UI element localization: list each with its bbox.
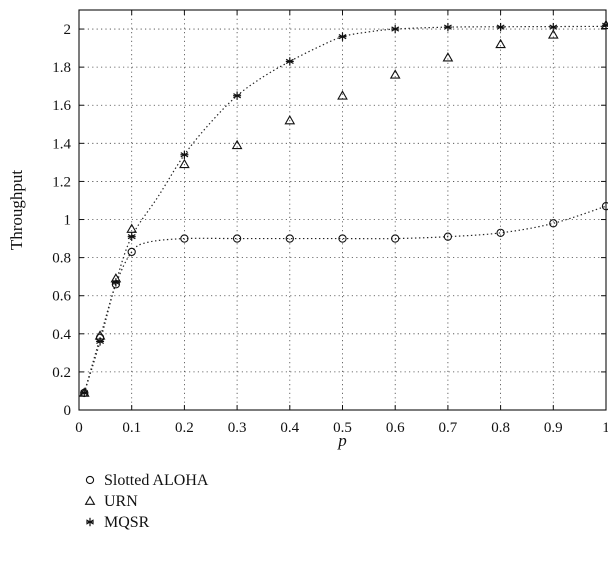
- mqsr-point: [549, 22, 558, 32]
- slotted-aloha-point: [496, 228, 505, 238]
- mqsr-point: [80, 388, 89, 398]
- urn-point: [442, 52, 454, 62]
- mqsr-fit-curve: [83, 25, 607, 394]
- x-tick-label: 0.4: [280, 420, 299, 436]
- legend-label-slotted-aloha: Slotted ALOHA: [104, 472, 209, 489]
- y-tick-label: 0: [64, 403, 72, 419]
- plot-frame: [78, 9, 607, 411]
- slotted-aloha-point: [127, 247, 136, 257]
- urn-point: [126, 223, 138, 233]
- slotted-aloha-point: [180, 234, 189, 243]
- slotted-aloha-legend-symbol: [85, 475, 95, 485]
- fit-curves: [83, 25, 607, 394]
- x-tick-label: 0: [75, 420, 83, 436]
- urn-legend-symbol: [84, 495, 96, 505]
- urn-point: [495, 38, 506, 49]
- x-tick-label: 0.8: [491, 420, 510, 436]
- slotted-aloha-point: [443, 232, 453, 241]
- legend-label-mqsr: MQSR: [104, 514, 150, 531]
- slotted-aloha-point: [549, 219, 558, 228]
- urn-point: [231, 139, 243, 150]
- x-tick-label: 0.3: [228, 420, 247, 436]
- y-tick-label: 1.4: [52, 136, 71, 152]
- mqsr-point: [96, 337, 105, 346]
- x-tick-label: 0.7: [439, 420, 458, 436]
- mqsr-point: [391, 24, 400, 34]
- x-tick-label: 0.1: [122, 420, 141, 436]
- y-tick-label: 0.8: [52, 251, 71, 267]
- x-axis-label: p: [337, 431, 347, 450]
- x-tick-label: 0.2: [175, 420, 194, 436]
- mqsr-point: [111, 278, 120, 287]
- urn-point: [547, 29, 559, 39]
- y-tick-label: 0.2: [52, 365, 71, 381]
- x-tick-label: 0.5: [333, 420, 352, 436]
- legend-label-urn: URN: [104, 493, 138, 510]
- mqsr-point: [233, 91, 242, 100]
- urn-point: [284, 114, 296, 125]
- y-tick-label: 1.6: [52, 98, 71, 114]
- mqsr-point: [180, 150, 189, 159]
- mqsr-legend-symbol: [86, 517, 94, 527]
- y-tick-label: 0.6: [52, 289, 71, 305]
- slotted-aloha-fit-curve: [83, 205, 607, 394]
- x-tick-label: 1: [602, 420, 608, 436]
- y-tick-label: 1.2: [52, 174, 71, 190]
- x-tick-label: 0.9: [544, 420, 563, 436]
- x-tick-label: 0.6: [386, 420, 405, 436]
- slotted-aloha-point: [232, 234, 242, 243]
- slotted-aloha-point: [285, 234, 294, 243]
- slotted-aloha-point: [338, 234, 347, 243]
- y-tick-label: 1.8: [52, 60, 71, 76]
- data-markers: [78, 19, 608, 398]
- y-tick-label: 1: [64, 213, 72, 229]
- mqsr-point: [285, 57, 294, 66]
- y-axis-label: Throughput: [7, 170, 26, 251]
- grid: [79, 10, 606, 410]
- mqsr-point: [496, 22, 505, 32]
- y-tick-label: 0.4: [52, 327, 71, 343]
- urn-point: [389, 69, 401, 79]
- legend: Slotted ALOHA URN MQSR: [84, 472, 209, 531]
- slotted-aloha-point: [601, 202, 608, 211]
- mqsr-point: [127, 232, 136, 241]
- urn-point: [337, 90, 348, 100]
- mqsr-point: [338, 32, 347, 41]
- mqsr-point: [443, 22, 452, 32]
- slotted-aloha-point: [391, 234, 400, 243]
- urn-point: [179, 158, 190, 169]
- y-tick-label: 2: [64, 22, 72, 38]
- axes: 0 0.1 0.2 0.3 0.4 0.5 0.6 0.7 0.8 0.9 1 0 0.2 0.4 0.6 0…: [52, 9, 608, 436]
